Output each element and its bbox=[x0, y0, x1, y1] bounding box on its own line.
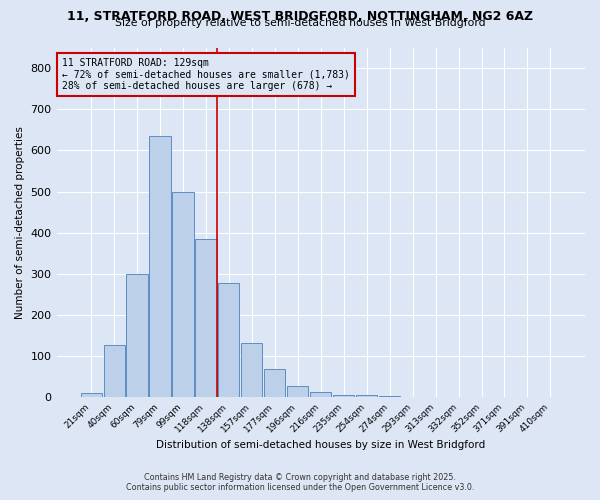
Bar bbox=[310, 392, 331, 398]
Text: 11 STRATFORD ROAD: 129sqm
← 72% of semi-detached houses are smaller (1,783)
28% : 11 STRATFORD ROAD: 129sqm ← 72% of semi-… bbox=[62, 58, 350, 91]
Bar bbox=[104, 345, 125, 398]
Bar bbox=[149, 136, 170, 398]
Bar bbox=[196, 239, 217, 398]
Bar bbox=[218, 283, 239, 398]
Y-axis label: Number of semi-detached properties: Number of semi-detached properties bbox=[15, 126, 25, 319]
Bar bbox=[172, 192, 194, 398]
Bar bbox=[80, 394, 101, 398]
Bar bbox=[379, 396, 400, 398]
Bar bbox=[264, 368, 286, 398]
Text: Size of property relative to semi-detached houses in West Bridgford: Size of property relative to semi-detach… bbox=[115, 18, 485, 28]
Bar bbox=[333, 394, 354, 398]
Text: Contains HM Land Registry data © Crown copyright and database right 2025.
Contai: Contains HM Land Registry data © Crown c… bbox=[126, 473, 474, 492]
Bar bbox=[287, 386, 308, 398]
Bar bbox=[241, 342, 262, 398]
Bar bbox=[356, 396, 377, 398]
X-axis label: Distribution of semi-detached houses by size in West Bridgford: Distribution of semi-detached houses by … bbox=[156, 440, 485, 450]
Bar bbox=[127, 274, 148, 398]
Text: 11, STRATFORD ROAD, WEST BRIDGFORD, NOTTINGHAM, NG2 6AZ: 11, STRATFORD ROAD, WEST BRIDGFORD, NOTT… bbox=[67, 10, 533, 23]
